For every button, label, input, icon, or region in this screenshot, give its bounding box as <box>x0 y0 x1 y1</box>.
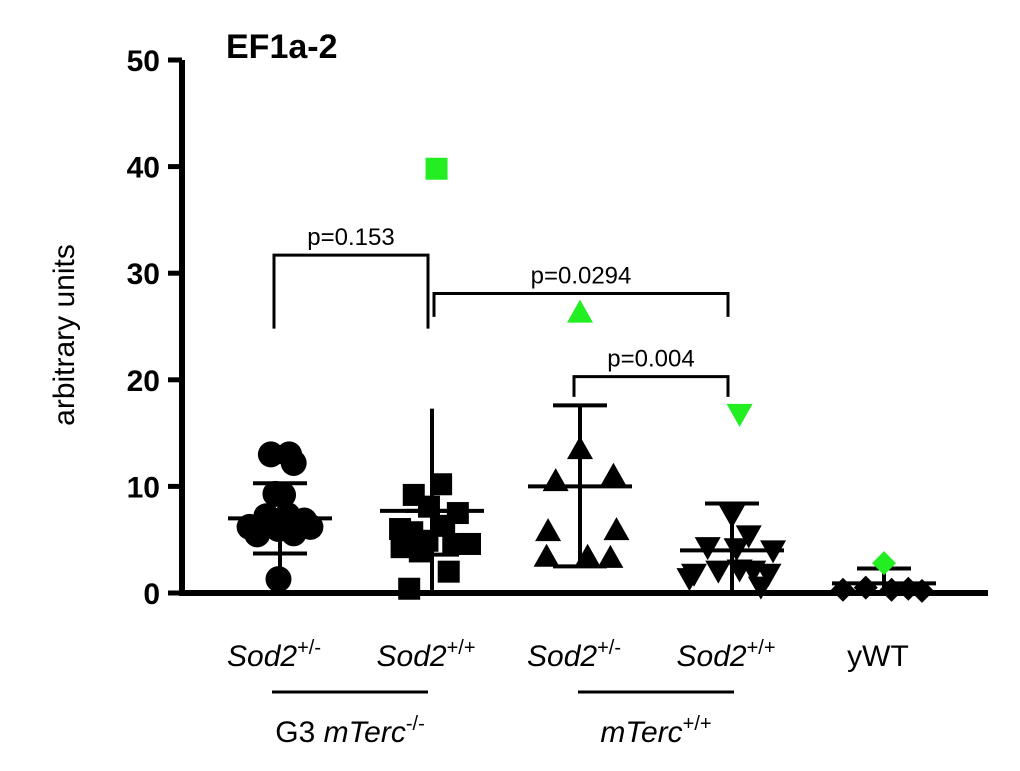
data-point <box>390 536 413 559</box>
data-point <box>433 514 456 537</box>
data-point <box>257 441 284 468</box>
p-value-label: p=0.004 <box>607 346 694 373</box>
data-point <box>747 576 774 600</box>
axes <box>179 60 988 596</box>
data-point <box>694 537 721 561</box>
group-label: mTerc+/+ <box>600 713 711 749</box>
data-point <box>719 505 745 529</box>
outlier-point <box>726 403 753 427</box>
data-point <box>879 577 904 602</box>
data-point <box>830 577 855 602</box>
y-tick-label: 0 <box>143 578 160 611</box>
data-point <box>600 462 627 486</box>
outlier-point <box>567 299 593 323</box>
y-ticks: 0 10 20 30 40 50 <box>127 45 182 611</box>
data-point <box>398 577 421 600</box>
data-point <box>437 560 460 583</box>
significance-bracket <box>432 291 730 317</box>
data-point <box>533 543 560 567</box>
data-point <box>535 518 562 542</box>
data-point <box>735 525 762 549</box>
data-point <box>853 575 878 600</box>
significance-bracket <box>272 253 430 329</box>
outlier-point <box>872 551 896 576</box>
data-point <box>280 449 307 476</box>
data-point <box>705 560 732 584</box>
y-tick-label: 50 <box>127 45 160 78</box>
data-point <box>597 544 624 568</box>
data-points <box>236 157 934 603</box>
data-point <box>442 532 465 555</box>
y-tick-label: 30 <box>127 258 160 291</box>
data-point <box>676 568 703 592</box>
p-value-label: p=0.153 <box>307 224 394 251</box>
data-point <box>280 520 307 547</box>
significance-bracket <box>572 375 730 397</box>
data-point <box>603 517 630 541</box>
data-point <box>430 473 453 496</box>
y-tick-label: 40 <box>127 152 160 185</box>
data-point <box>265 566 292 593</box>
data-point <box>270 481 297 508</box>
data-point <box>542 468 569 492</box>
group-label: G3 mTerc-/- <box>275 713 425 749</box>
category-label: Sod2+/- <box>527 637 621 673</box>
category-label: Sod2+/- <box>227 637 321 673</box>
y-tick-label: 10 <box>127 471 160 504</box>
data-point <box>910 578 934 603</box>
y-tick-label: 20 <box>127 365 160 398</box>
data-point <box>723 538 750 562</box>
data-point <box>567 436 593 460</box>
y-axis-label: arbitrary units <box>48 244 81 426</box>
chart-title: EF1a-2 <box>226 28 338 66</box>
data-point <box>408 540 431 563</box>
category-label: Sod2+/+ <box>677 637 776 673</box>
category-label: yWT <box>847 640 909 673</box>
data-point <box>459 532 481 555</box>
outlier-point <box>425 157 448 180</box>
data-point <box>755 563 782 587</box>
group-labels: G3 mTerc-/- mTerc+/+ <box>272 690 734 749</box>
category-labels: Sod2+/- Sod2+/+ Sod2+/- Sod2+/+ yWT <box>227 637 909 673</box>
p-value-label: p=0.0294 <box>531 262 632 289</box>
data-point <box>244 521 271 548</box>
data-point <box>760 540 787 564</box>
significance-brackets: p=0.153 p=0.0294 p=0.004 <box>272 224 730 397</box>
data-point <box>417 495 440 518</box>
data-point <box>574 543 601 567</box>
category-label: Sod2+/+ <box>377 637 476 673</box>
